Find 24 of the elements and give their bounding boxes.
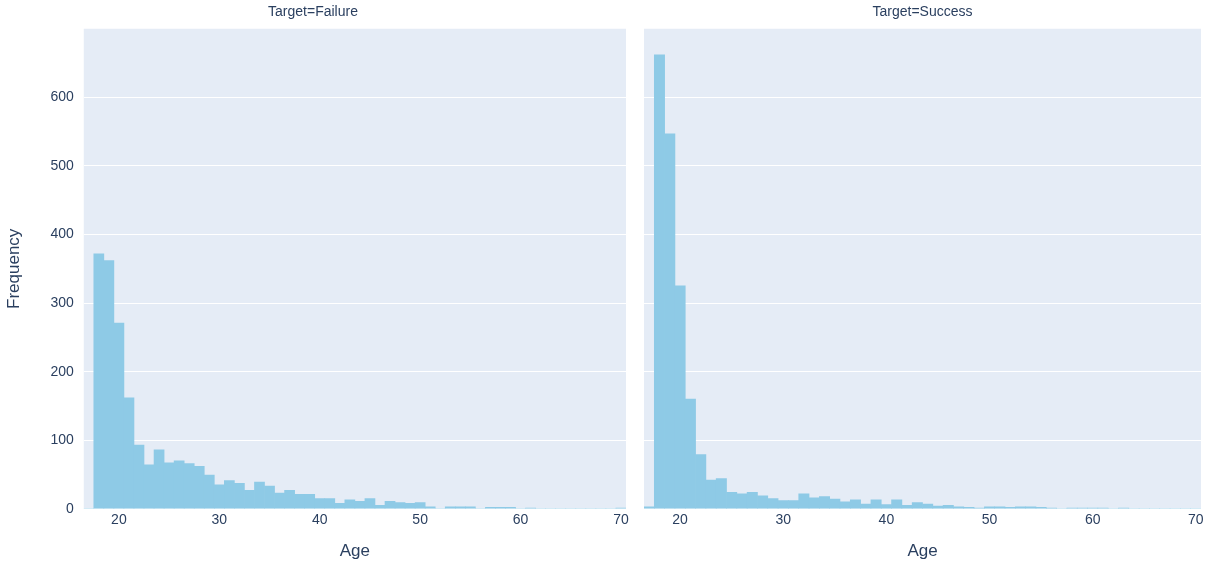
x-axis-title: Age [339,541,370,561]
x-tick-label: 20 [672,511,689,528]
x-tick-label: 30 [211,511,228,528]
x-tick-label: 40 [878,511,895,528]
x-tick-label: 40 [311,511,328,528]
y-tick-label: 200 [50,362,74,379]
x-tick-label: 60 [1084,511,1101,528]
y-tick-label: 0 [65,499,74,516]
chart-title: Target=Failure [268,3,359,20]
y-axis-title: Frequency [3,228,23,309]
x-tick-label: 70 [613,511,629,528]
x-tick-label: 50 [412,511,429,528]
x-tick-label: 30 [775,511,792,528]
x-tick-label: 60 [512,511,529,528]
y-tick-label: 500 [50,156,74,173]
chart-title: Target=Success [872,3,973,20]
x-axis-title: Age [907,541,938,561]
x-tick-label: 50 [981,511,998,528]
x-tick-label: 70 [1188,511,1204,528]
y-tick-label: 600 [50,88,74,105]
y-tick-label: 400 [50,225,74,242]
x-tick-label: 20 [111,511,127,528]
y-tick-label: 100 [50,431,74,448]
y-tick-label: 300 [50,293,74,310]
